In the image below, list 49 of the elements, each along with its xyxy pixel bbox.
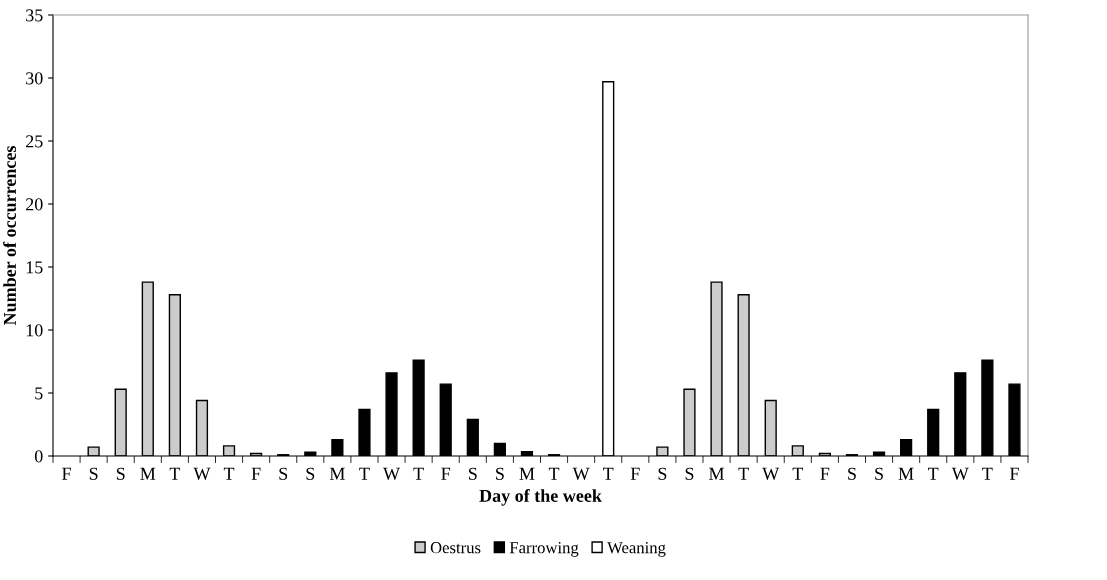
x-tick-label: S: [89, 467, 98, 480]
x-tick-label: T: [359, 467, 370, 480]
legend-label: Weaning: [607, 542, 666, 557]
x-tick-label: T: [982, 467, 993, 480]
x-tick-label: T: [738, 467, 749, 480]
x-tick-label: S: [658, 467, 667, 480]
y-tick-label: 10: [26, 324, 43, 337]
y-tick-label: 15: [26, 261, 43, 274]
x-tick-label: F: [441, 467, 451, 480]
y-tick-label: 0: [34, 450, 43, 463]
y-tick-label: 5: [35, 387, 43, 400]
legend-label: Oestrus: [430, 542, 481, 554]
x-tick-label: S: [468, 467, 477, 480]
x-tick-label: T: [223, 467, 235, 480]
x-axis-title: Day of the week: [479, 489, 602, 506]
x-tick-label: F: [1009, 467, 1019, 480]
x-tick-label: S: [685, 467, 694, 480]
y-tick-label: 30: [26, 72, 43, 85]
y-tick-label: 35: [26, 9, 43, 22]
x-tick-label: T: [169, 467, 181, 480]
x-tick-label: F: [630, 467, 640, 480]
x-tick-label: W: [383, 467, 401, 480]
x-tick-label: T: [928, 467, 939, 480]
x-tick-label: S: [306, 467, 315, 480]
x-tick-label: T: [548, 467, 560, 480]
x-tick-label: T: [413, 467, 424, 480]
x-tick-label: M: [898, 467, 914, 480]
x-tick-label: W: [193, 467, 211, 480]
x-tick-label: S: [116, 467, 125, 480]
x-tick-label: M: [709, 467, 725, 480]
x-tick-label: T: [603, 467, 614, 480]
x-tick-label: W: [762, 467, 780, 480]
x-tick-label: F: [251, 467, 261, 480]
y-axis-title: Number of occurrences: [3, 146, 17, 326]
x-tick-label: S: [279, 467, 288, 480]
x-tick-label: M: [519, 467, 535, 480]
y-tick-label: 20: [26, 198, 43, 211]
x-tick-label: S: [848, 467, 856, 480]
x-tick-label: F: [62, 467, 71, 480]
x-tick-label: W: [572, 467, 590, 480]
x-tick-label: W: [951, 467, 969, 480]
x-tick-label: T: [792, 467, 804, 480]
x-tick-label: S: [496, 467, 504, 480]
legend-label: Farrowing: [509, 542, 579, 557]
x-tick-label: M: [140, 467, 156, 480]
x-tick-label: M: [329, 467, 345, 480]
y-tick-label: 25: [26, 135, 43, 148]
x-tick-label: S: [875, 467, 883, 480]
x-tick-label: F: [820, 467, 830, 480]
